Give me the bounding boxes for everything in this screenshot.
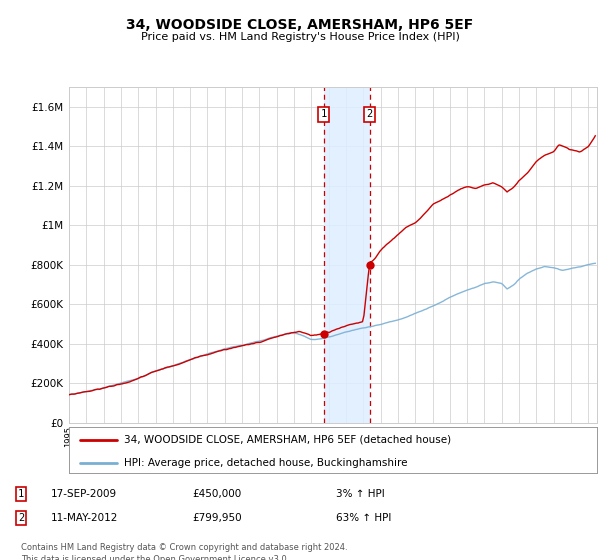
Text: 1: 1 bbox=[320, 109, 327, 119]
Text: 11-MAY-2012: 11-MAY-2012 bbox=[51, 513, 118, 523]
Text: HPI: Average price, detached house, Buckinghamshire: HPI: Average price, detached house, Buck… bbox=[124, 458, 408, 468]
Text: 1: 1 bbox=[18, 489, 24, 499]
Text: 2: 2 bbox=[18, 513, 24, 523]
Text: 3% ↑ HPI: 3% ↑ HPI bbox=[336, 489, 385, 499]
Text: 34, WOODSIDE CLOSE, AMERSHAM, HP6 5EF: 34, WOODSIDE CLOSE, AMERSHAM, HP6 5EF bbox=[127, 18, 473, 32]
Text: 17-SEP-2009: 17-SEP-2009 bbox=[51, 489, 117, 499]
Text: Contains HM Land Registry data © Crown copyright and database right 2024.
This d: Contains HM Land Registry data © Crown c… bbox=[21, 543, 347, 560]
Text: Price paid vs. HM Land Registry's House Price Index (HPI): Price paid vs. HM Land Registry's House … bbox=[140, 32, 460, 43]
Text: 2: 2 bbox=[367, 109, 373, 119]
Text: £799,950: £799,950 bbox=[192, 513, 242, 523]
Bar bbox=[323, 87, 370, 423]
Text: 34, WOODSIDE CLOSE, AMERSHAM, HP6 5EF (detached house): 34, WOODSIDE CLOSE, AMERSHAM, HP6 5EF (d… bbox=[124, 435, 452, 445]
Text: 63% ↑ HPI: 63% ↑ HPI bbox=[336, 513, 391, 523]
Text: £450,000: £450,000 bbox=[192, 489, 241, 499]
